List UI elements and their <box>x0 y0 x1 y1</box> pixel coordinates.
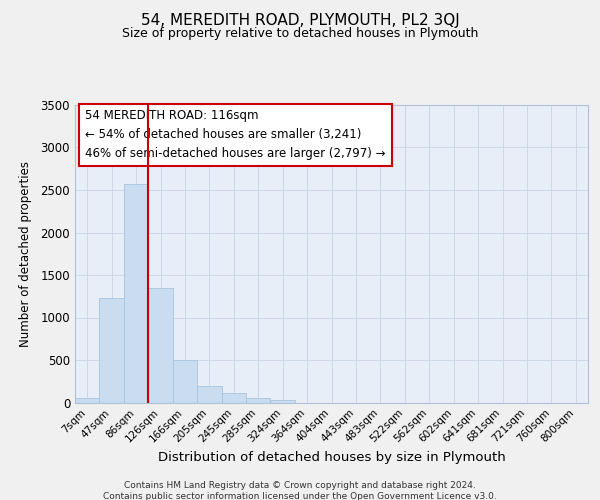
Text: Size of property relative to detached houses in Plymouth: Size of property relative to detached ho… <box>122 28 478 40</box>
Bar <box>246 398 271 402</box>
Text: 54, MEREDITH ROAD, PLYMOUTH, PL2 3QJ: 54, MEREDITH ROAD, PLYMOUTH, PL2 3QJ <box>140 12 460 28</box>
Text: 54 MEREDITH ROAD: 116sqm
← 54% of detached houses are smaller (3,241)
46% of sem: 54 MEREDITH ROAD: 116sqm ← 54% of detach… <box>85 110 386 160</box>
Bar <box>173 360 197 403</box>
Bar <box>148 288 173 403</box>
Text: Contains public sector information licensed under the Open Government Licence v3: Contains public sector information licen… <box>103 492 497 500</box>
Y-axis label: Number of detached properties: Number of detached properties <box>19 161 32 347</box>
Text: Contains HM Land Registry data © Crown copyright and database right 2024.: Contains HM Land Registry data © Crown c… <box>124 481 476 490</box>
X-axis label: Distribution of detached houses by size in Plymouth: Distribution of detached houses by size … <box>158 451 505 464</box>
Bar <box>75 398 100 402</box>
Bar <box>271 400 295 402</box>
Bar <box>124 184 148 402</box>
Bar <box>100 298 124 403</box>
Bar <box>197 386 221 402</box>
Bar <box>221 392 246 402</box>
